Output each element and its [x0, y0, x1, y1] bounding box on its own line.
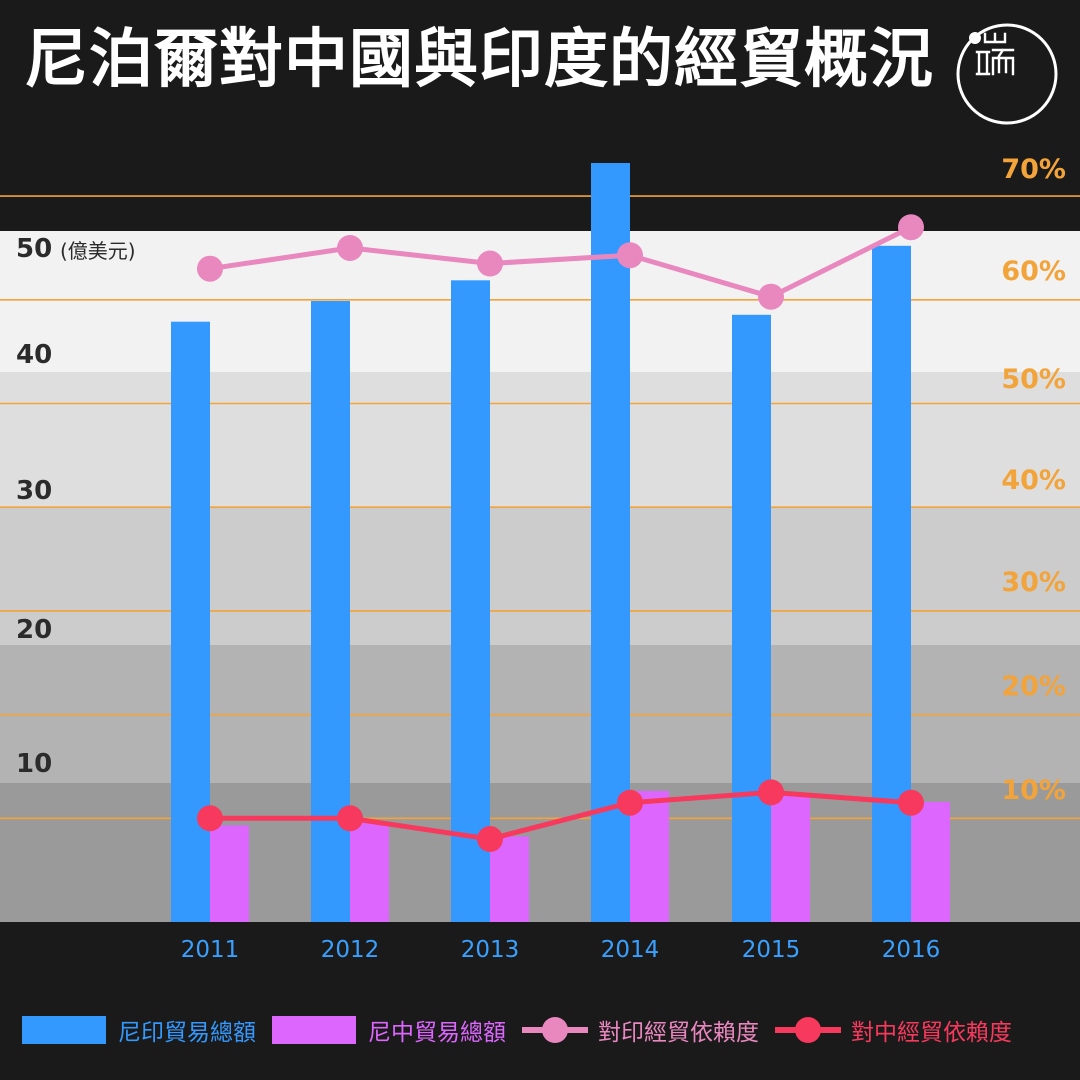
legend-label: 尼中貿易總額	[368, 1020, 506, 1046]
y-left-tick-label: 20	[16, 615, 52, 645]
point-china-dependence-2011	[197, 805, 223, 832]
point-china-dependence-2012	[337, 805, 363, 832]
bars	[171, 163, 950, 923]
x-axis: 2011 2012 2013 2014 2015 2016	[181, 937, 941, 963]
lines	[197, 214, 924, 853]
bar-india-trade-2011	[171, 321, 210, 922]
x-tick-label: 2012	[321, 937, 380, 963]
chart-title: 尼泊爾對中國與印度的經貿概況	[24, 23, 934, 97]
point-china-dependence-2015	[758, 779, 784, 806]
bar-china-trade-2012	[350, 822, 389, 922]
point-india-dependence-2016	[898, 214, 924, 241]
point-china-dependence-2014	[617, 789, 643, 816]
y-left-tick-label: 40	[16, 340, 52, 370]
point-india-dependence-2015	[758, 283, 784, 310]
legend-item: 對中經貿依賴度	[775, 1013, 1012, 1047]
y-left-tick-label: 10	[16, 749, 52, 779]
bar-china-trade-2015	[771, 793, 810, 922]
y-left-tick-label: 30	[16, 476, 52, 506]
y-right-tick-label: 60%	[1001, 256, 1066, 287]
point-india-dependence-2013	[477, 250, 503, 277]
point-india-dependence-2014	[617, 242, 643, 269]
legend-line-marker	[522, 1016, 588, 1044]
legend-label: 對印經貿依賴度	[598, 1020, 759, 1046]
bar-china-trade-2016	[911, 801, 950, 922]
legend-swatch	[22, 1016, 106, 1044]
x-tick-label: 2016	[882, 937, 941, 963]
x-tick-label: 2015	[742, 937, 801, 963]
bar-india-trade-2015	[732, 314, 771, 922]
background-band	[0, 372, 1080, 507]
legend-item: 尼中貿易總額	[272, 1013, 506, 1047]
x-tick-label: 2013	[461, 937, 520, 963]
point-india-dependence-2012	[337, 234, 363, 261]
legend-item: 尼印貿易總額	[22, 1013, 256, 1047]
line-india-dependence	[209, 224, 913, 300]
y-right-tick-label: 30%	[1001, 567, 1066, 598]
y-left-tick-label: 50	[16, 234, 52, 264]
background-band	[0, 507, 1080, 645]
line-china-dependence	[210, 789, 912, 842]
y-right-tick-label: 50%	[1001, 364, 1066, 395]
y-right-tick-label: 10%	[1001, 775, 1066, 806]
y-axis-right: 10% 20% 30% 40% 50% 60% 70%	[1001, 154, 1066, 806]
y-left-unit: (億美元)	[60, 239, 136, 263]
chart-plot: 10 20 30 40 50 (億美元) 10% 20% 30% 40% 50% 60% 70% 20…	[0, 154, 1080, 963]
bar-china-trade-2013	[490, 836, 529, 922]
brand-logo: 端	[956, 23, 1058, 125]
legend: 尼印貿易總額 尼中貿易總額 對印經貿依賴度 對中經貿依賴度	[22, 1010, 1072, 1050]
y-right-tick-label: 40%	[1001, 465, 1066, 496]
x-tick-label: 2014	[601, 937, 660, 963]
bar-china-trade-2011	[210, 825, 249, 922]
legend-label: 尼印貿易總額	[118, 1020, 256, 1046]
y-right-tick-label: 70%	[1001, 154, 1066, 185]
legend-line-marker	[775, 1016, 841, 1044]
legend-label: 對中經貿依賴度	[851, 1020, 1012, 1046]
legend-swatch	[272, 1016, 356, 1044]
point-india-dependence-2011	[197, 255, 223, 282]
point-china-dependence-2013	[477, 826, 503, 853]
x-tick-label: 2011	[181, 937, 240, 963]
background-band	[0, 231, 1080, 372]
bar-india-trade-2013	[451, 280, 490, 922]
y-axis-left: 10 20 30 40 50 (億美元)	[16, 234, 136, 779]
y-right-tick-label: 20%	[1001, 671, 1066, 702]
legend-item: 對印經貿依賴度	[522, 1013, 759, 1047]
point-china-dependence-2016	[898, 789, 924, 816]
bar-india-trade-2016	[872, 245, 911, 923]
